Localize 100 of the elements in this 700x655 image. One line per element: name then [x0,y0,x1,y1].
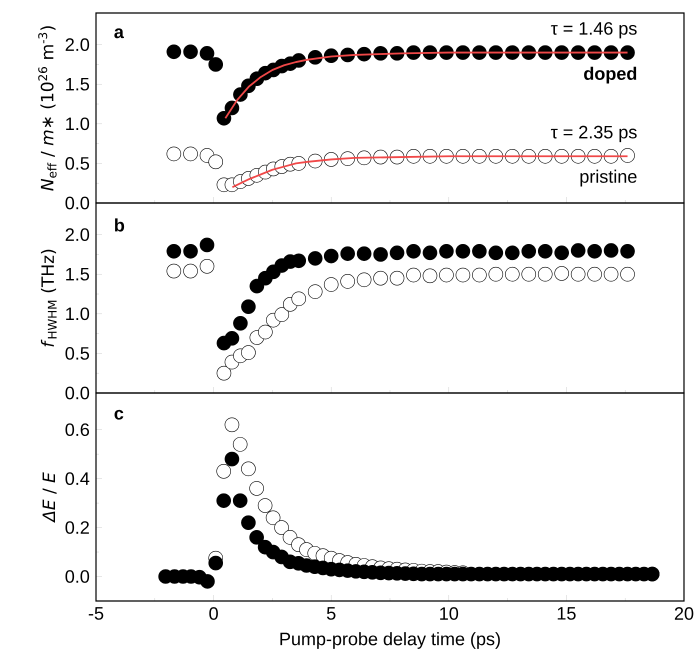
y-tick-label: 0.2 [65,521,89,534]
point [241,345,256,360]
point [373,270,388,286]
y-tick-label: 1.5 [66,268,90,281]
point [456,244,470,259]
x-tick-label: 10 [440,607,458,620]
point [166,146,182,162]
annotation: b [115,218,124,232]
series-label: doped [584,66,636,84]
point [356,272,372,288]
point [505,246,520,260]
point [216,464,232,479]
series-label: pristine [580,170,637,187]
point [183,264,198,278]
point [390,270,404,286]
y-tick-label: 2.0 [66,228,90,242]
x-tick-label: 0 [209,607,218,620]
point [422,246,438,260]
point [406,244,421,259]
point [183,146,198,162]
point [258,324,273,340]
point [505,266,520,282]
y-tick-label: 1.0 [66,307,90,320]
point [224,331,240,346]
point [216,111,232,126]
point [620,148,635,163]
point [208,154,224,170]
point [604,266,618,282]
point [266,510,280,526]
x-tick-label: -5 [88,607,104,620]
point [439,268,454,282]
point [274,520,289,535]
x-tick-label: 5 [326,607,336,620]
y-tick-label: 0.4 [65,472,90,486]
point [249,481,264,496]
y-tick-label: 0.0 [65,196,90,210]
point [422,268,438,284]
point [587,244,602,259]
point [200,46,214,61]
y-axis-title: f$_{HWHM}$ (THz) [40,250,57,347]
point [274,307,290,322]
x-tick-label: 15 [558,607,576,620]
point [587,266,602,282]
x-tick-label: 20 [674,607,694,620]
point [472,268,487,282]
point [570,266,586,282]
point [439,244,454,259]
point [554,266,569,281]
point [224,418,240,432]
point [308,251,323,266]
point [554,246,569,260]
annotation: τ = 1.46 ps [550,22,637,38]
y-tick-label: 1.0 [66,117,90,130]
point [604,243,618,258]
y-tick-label: 1.5 [66,78,90,91]
point [620,266,635,282]
point [472,244,487,259]
annotation: τ = 2.35 ps [550,126,637,142]
x-axis-title: Pump-probe delay time (ps) [280,632,500,649]
y-tick-label: 2.0 [66,38,90,52]
point [183,44,198,60]
point [216,493,232,508]
point [208,556,224,570]
point [232,493,248,508]
point [183,244,198,259]
y-axis-title: ΔE / E [42,472,57,523]
y-tick-label: 0.0 [65,570,90,583]
text: N$_{eff}$ / m∗ (10$^{26}$ m$^{-3}$) [38,26,57,191]
point [200,574,215,589]
point [356,246,372,261]
point [224,452,240,466]
y-tick-label: 0.6 [65,423,90,436]
point [258,498,272,513]
point [166,44,182,60]
point [324,277,338,292]
point [521,266,536,282]
point [620,244,635,259]
point [390,246,404,260]
point [340,246,355,261]
point [456,268,470,282]
point [324,248,338,264]
point [538,244,553,259]
point [488,266,504,282]
point [200,238,214,252]
point [291,292,306,306]
point [166,264,182,278]
point [308,284,323,299]
point [488,246,504,260]
annotation: c [114,410,124,420]
point [406,268,421,282]
annotation: a [114,28,124,38]
point [166,244,182,259]
point [620,45,635,60]
point [208,57,224,72]
point [241,462,256,476]
point [340,274,355,289]
point [570,243,586,258]
point [538,266,553,282]
y-tick-label: 0.5 [65,157,90,170]
point [241,515,256,530]
